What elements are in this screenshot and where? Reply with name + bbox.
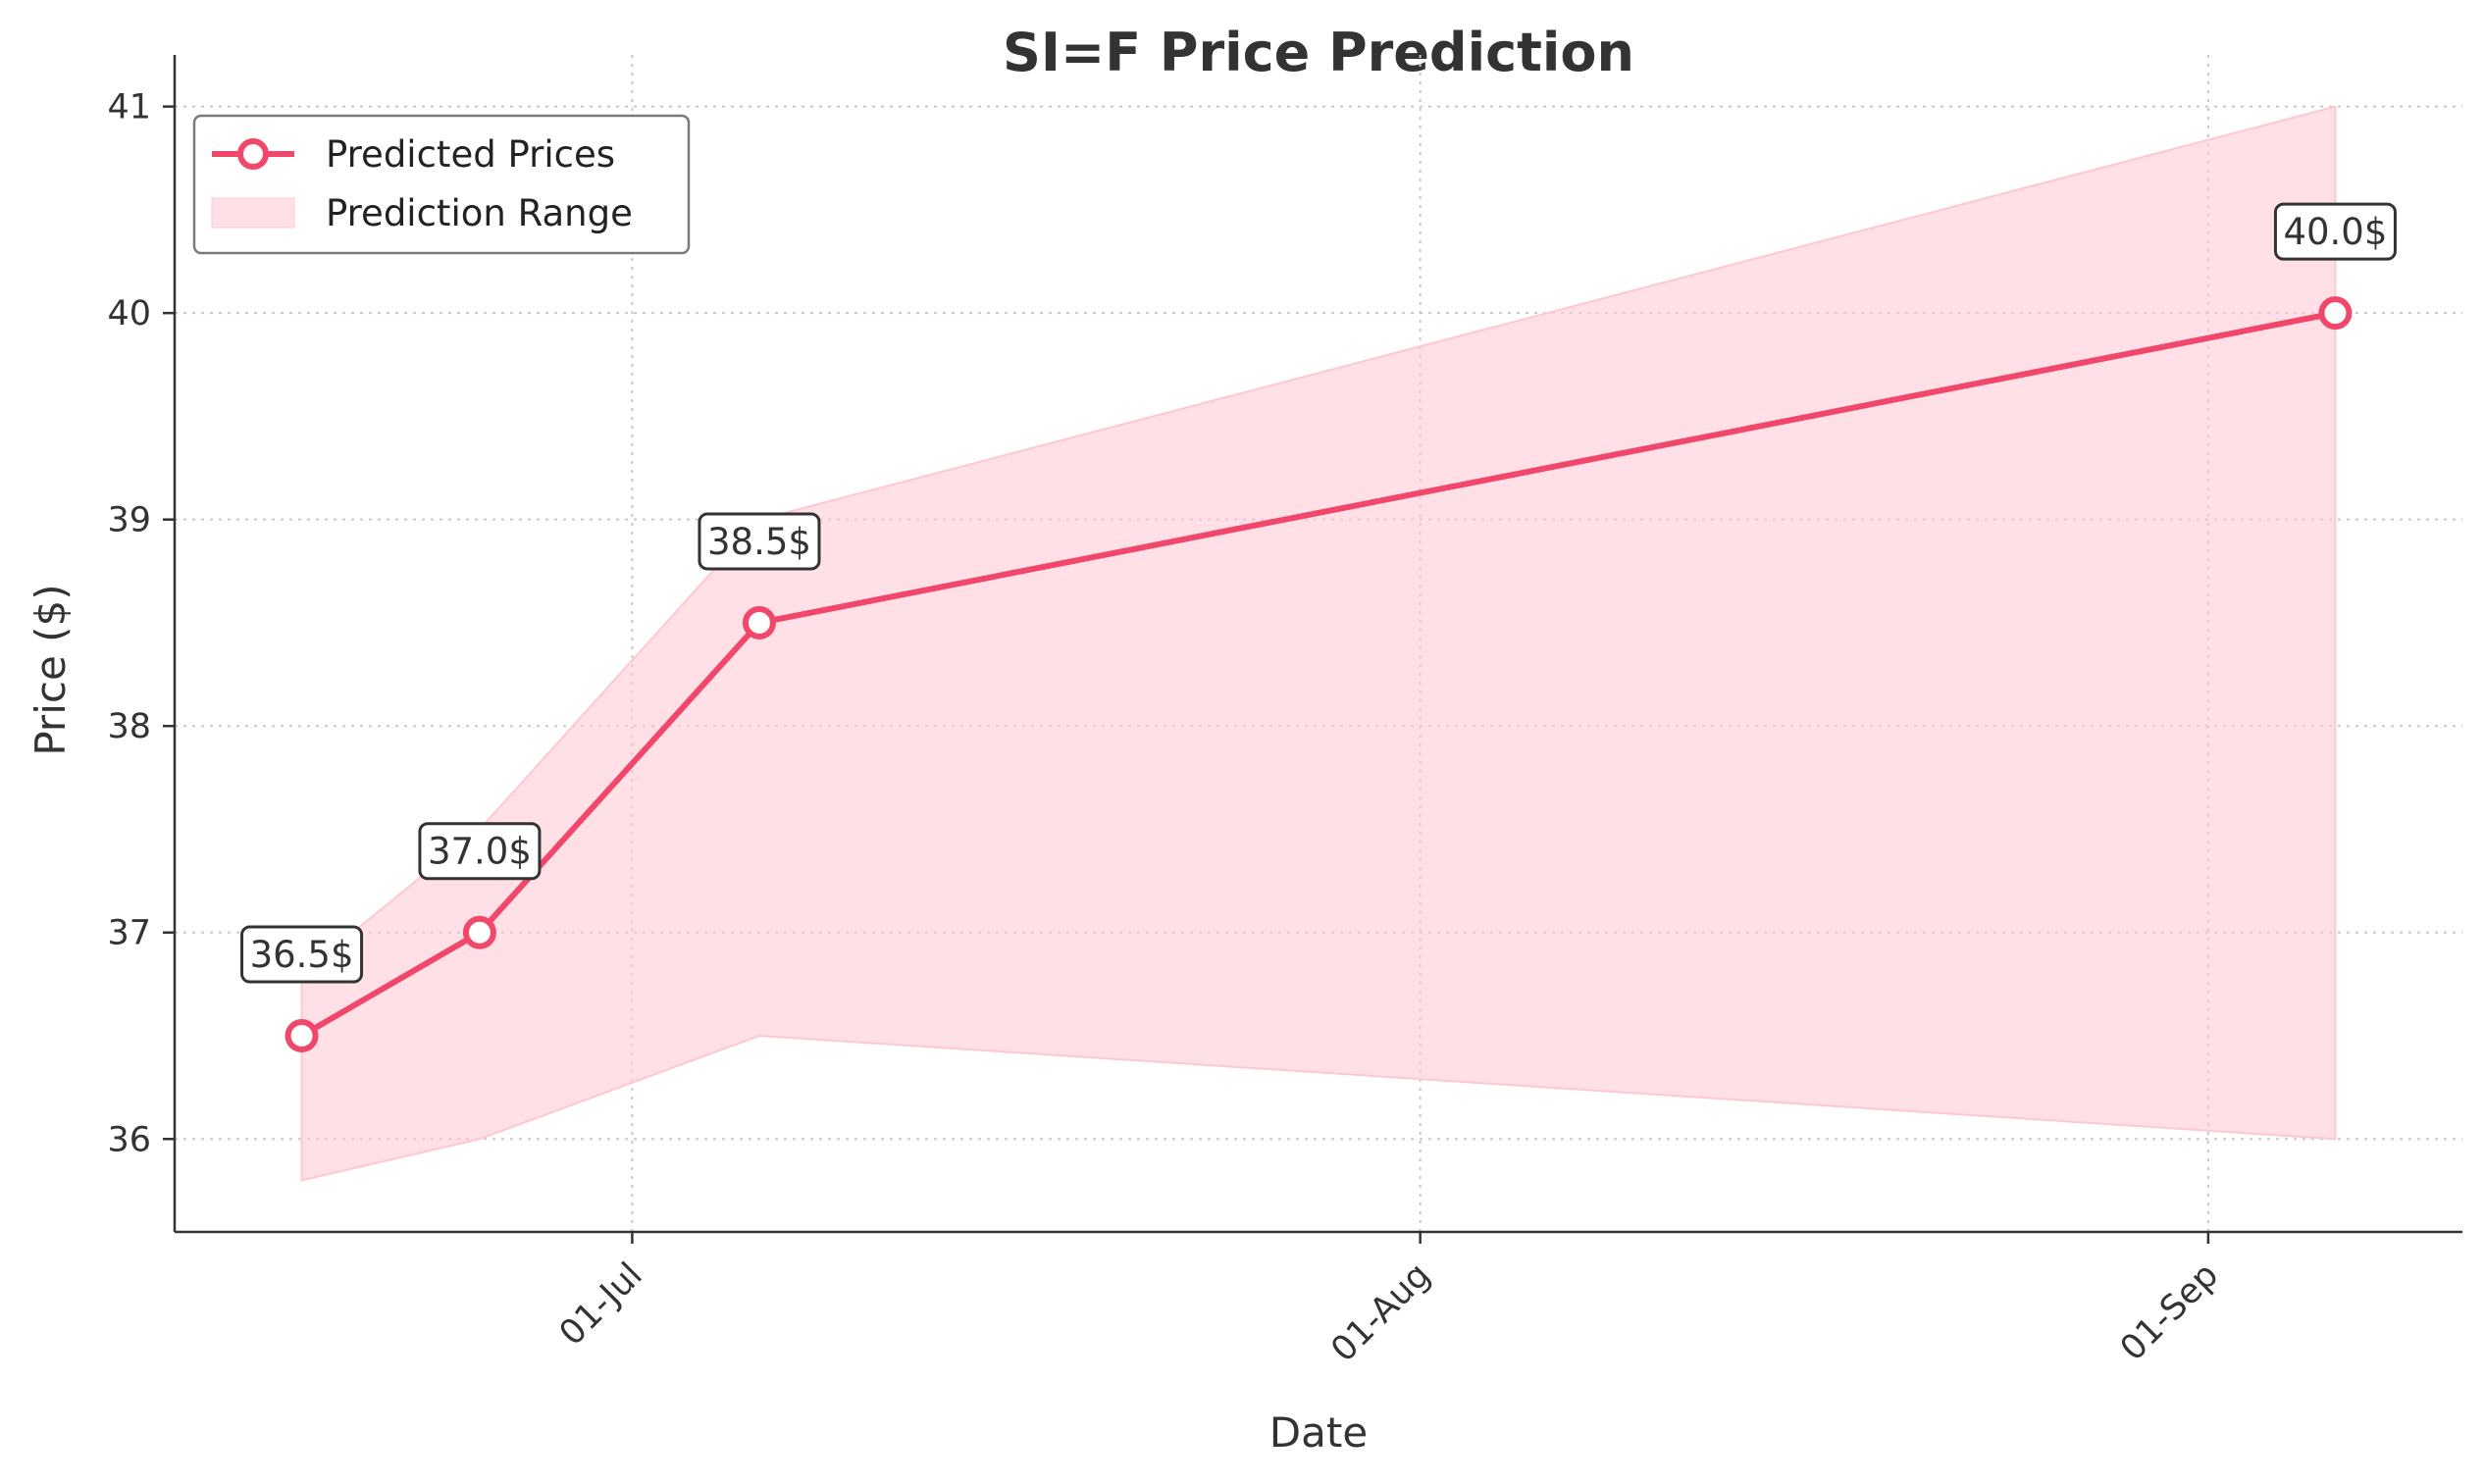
x-tick-label: 01-Jul bbox=[552, 1255, 650, 1354]
predicted-price-point bbox=[285, 1019, 319, 1052]
data-label: 38.5$ bbox=[707, 521, 811, 563]
legend-label-prediction-range: Prediction Range bbox=[326, 192, 633, 234]
x-tick-label: 01-Aug bbox=[1324, 1255, 1438, 1369]
predicted-price-point bbox=[462, 915, 496, 949]
x-axis-label: Date bbox=[1269, 1408, 1368, 1457]
prediction-range-band bbox=[300, 105, 2337, 1182]
legend-label-predicted-prices: Predicted Prices bbox=[326, 133, 615, 176]
x-tick-label: 01-Sep bbox=[2113, 1255, 2226, 1368]
y-axis-label: Price ($) bbox=[26, 584, 75, 755]
predicted-price-point bbox=[2318, 296, 2353, 331]
y-tick-label: 40 bbox=[107, 294, 151, 333]
legend-point-marker bbox=[237, 138, 269, 170]
data-label: 40.0$ bbox=[2283, 211, 2387, 253]
predicted-prices-line bbox=[300, 310, 2337, 1039]
y-tick-label: 37 bbox=[107, 914, 151, 953]
y-ticks: 36 37 38 39 40 41 bbox=[107, 88, 175, 1159]
legend-frame bbox=[192, 114, 691, 255]
data-label-box bbox=[698, 512, 821, 571]
data-label: 36.5$ bbox=[250, 934, 354, 976]
data-label-box bbox=[418, 822, 542, 881]
chart-title: SI=F Price Prediction bbox=[1003, 22, 1634, 83]
y-tick-label: 38 bbox=[107, 707, 151, 746]
y-tick-label: 39 bbox=[107, 501, 151, 540]
legend-range-swatch bbox=[211, 197, 295, 229]
data-labels-layer: 36.5$ 37.0$ 38.5$ 40.0$ bbox=[240, 202, 2397, 984]
data-label: 37.0$ bbox=[428, 831, 532, 873]
data-label-box bbox=[240, 925, 364, 984]
x-ticks: 01-Jul 01-Aug 01-Sep bbox=[552, 1232, 2226, 1370]
predicted-prices-layer bbox=[285, 296, 2353, 1052]
predicted-price-point bbox=[742, 605, 776, 640]
y-tick-label: 41 bbox=[107, 88, 151, 128]
y-tick-label: 36 bbox=[107, 1120, 151, 1159]
legend: Predicted Prices Prediction Range bbox=[192, 114, 691, 255]
prediction-range-layer bbox=[300, 105, 2337, 1182]
data-label-box bbox=[2273, 202, 2397, 261]
